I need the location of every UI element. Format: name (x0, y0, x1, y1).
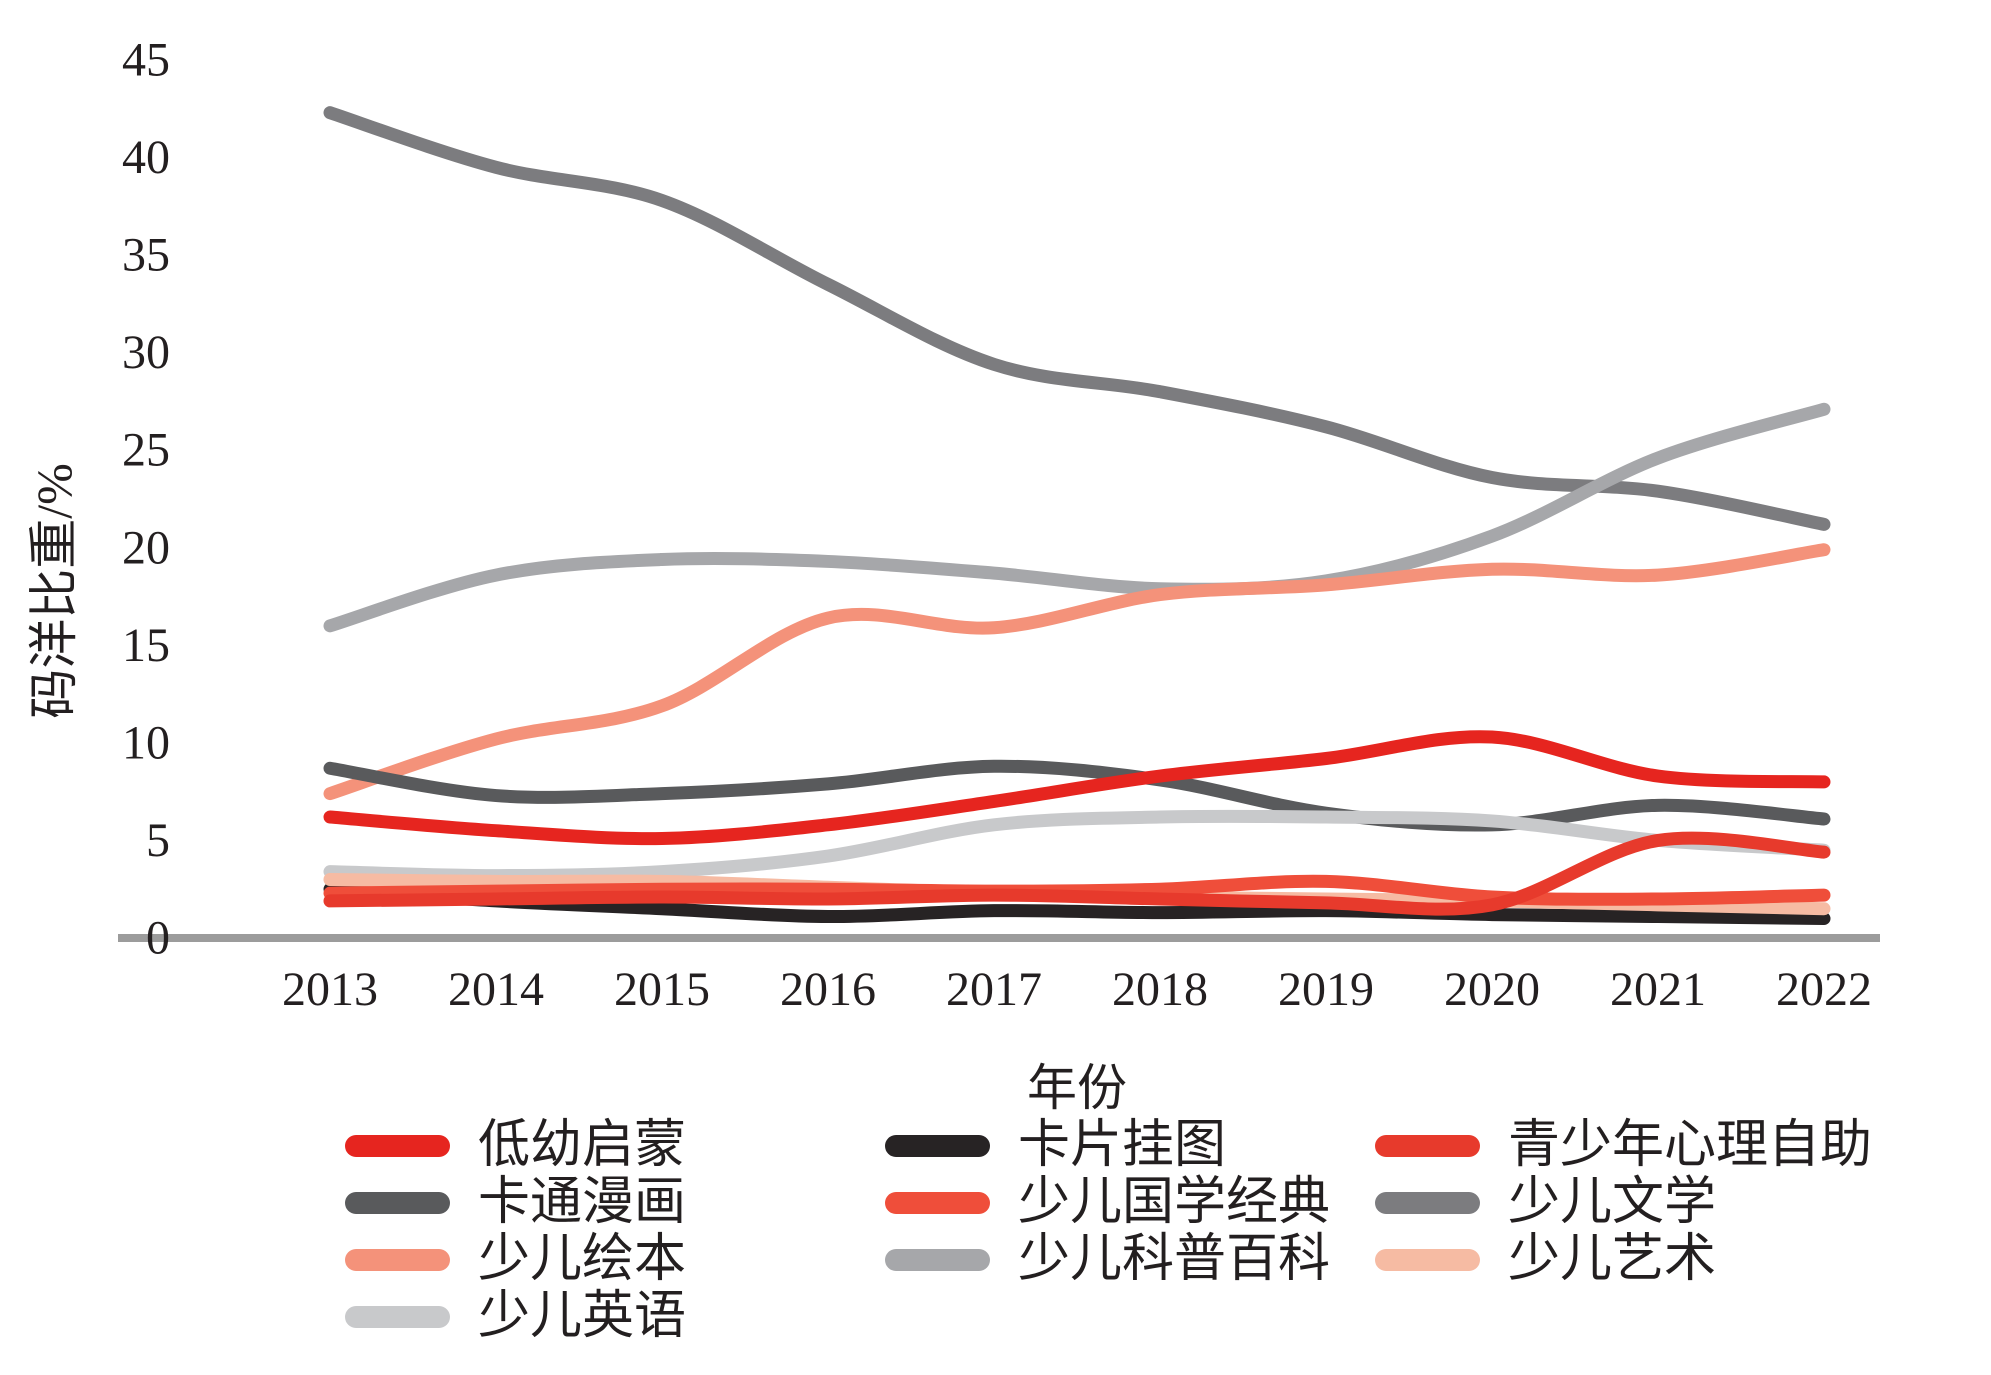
x-tick-label: 2018 (1112, 963, 1208, 1016)
series-line-卡片挂图 (323, 882, 1831, 925)
x-tick-label: 2017 (946, 963, 1042, 1016)
y-tick-label: 40 (122, 131, 170, 184)
x-tick-label: 2014 (448, 963, 544, 1016)
x-tick-label: 2022 (1776, 963, 1872, 1016)
series-line-低幼启蒙 (323, 730, 1831, 846)
x-tick-label: 2016 (780, 963, 876, 1016)
y-tick-label: 15 (122, 619, 170, 672)
y-tick-label: 10 (122, 716, 170, 769)
x-axis-title: 年份 (1027, 1060, 1127, 1116)
x-tick-label: 2015 (614, 963, 710, 1016)
x-tick-label: 2013 (282, 963, 378, 1016)
y-tick-label: 20 (122, 521, 170, 574)
x-tick-label: 2019 (1278, 963, 1374, 1016)
y-tick-label: 0 (146, 912, 170, 965)
y-axis-title: 码洋比重/% (26, 463, 82, 719)
y-tick-label: 45 (122, 34, 170, 87)
y-tick-label: 5 (146, 814, 170, 867)
x-tick-label: 2021 (1610, 963, 1706, 1016)
y-tick-label: 35 (122, 229, 170, 282)
series-line-卡通漫画 (323, 759, 1831, 832)
series-line-少儿绘本 (323, 543, 1831, 801)
series-line-少儿科普百科 (323, 402, 1831, 633)
y-tick-label: 30 (122, 326, 170, 379)
x-tick-label: 2020 (1444, 963, 1540, 1016)
series-line-青少年心理自助 (323, 831, 1831, 916)
x-axis-line (118, 934, 1880, 942)
y-tick-label: 25 (122, 424, 170, 477)
series-line-少儿文学 (323, 106, 1831, 531)
